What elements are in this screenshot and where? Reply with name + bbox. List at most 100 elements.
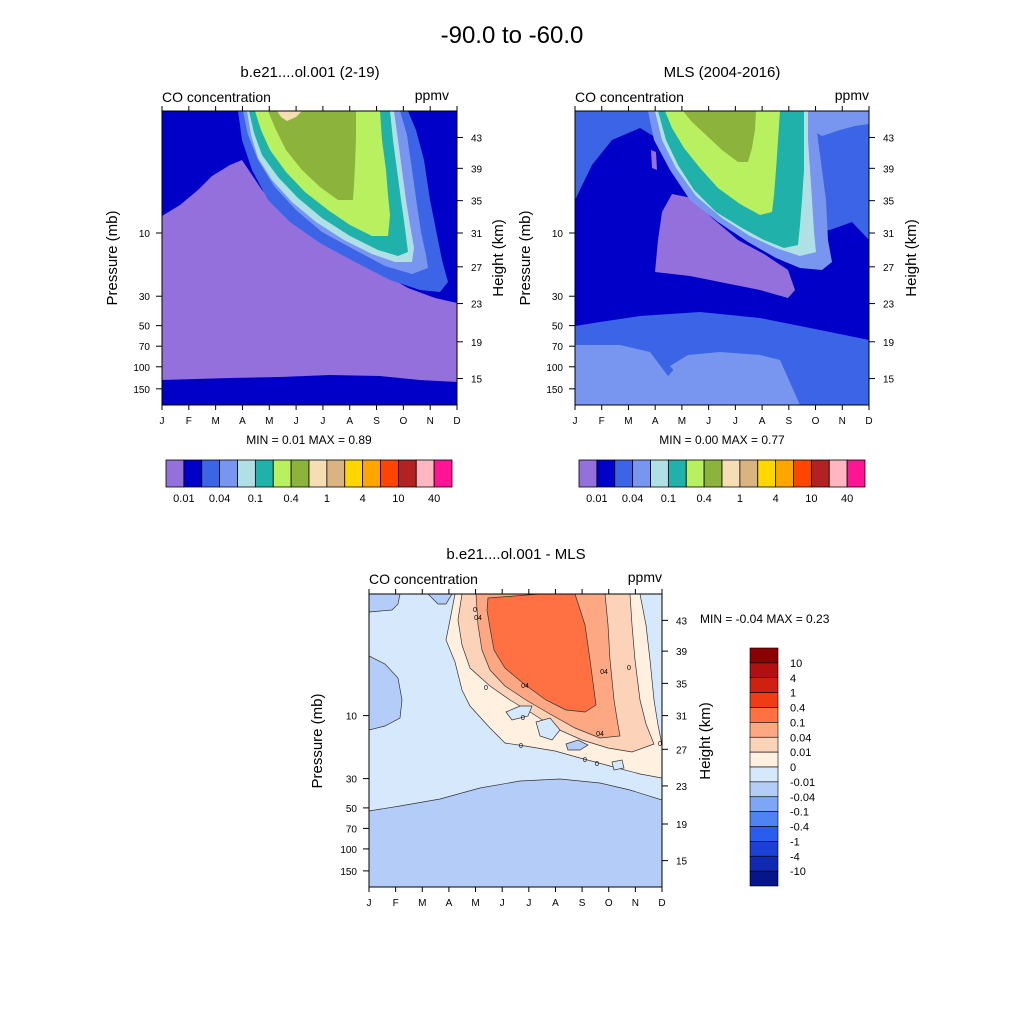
colorbar-swatch [685,459,705,488]
colorbar-label: 0.4 [696,493,711,505]
y2-tick-label: 27 [676,745,688,756]
y2-tick-label: 43 [676,616,688,627]
y2-tick-label: 43 [883,133,895,144]
panel-model-frame [161,110,458,406]
x-tick-label: S [579,898,586,909]
colorbar-swatch [775,459,794,488]
region-level-0.04-bottom [162,380,457,405]
contour-label: 04 [474,615,482,622]
x-tick-label: M [471,898,479,909]
colorbar-label: -0.04 [790,792,815,804]
colorbar-swatch [201,459,221,488]
panel-diff-contours [369,594,662,887]
y-tick-label: 150 [546,385,563,396]
x-tick-label: J [706,416,711,427]
x-tick-label: J [320,416,325,427]
y2-tick-label: 35 [676,679,688,690]
x-tick-label: N [839,416,846,427]
y2-tick-label: 35 [471,197,483,208]
colorbar-swatch [749,722,779,738]
colorbar-swatch [632,459,651,488]
y-tick-label: 100 [546,363,563,374]
contour-label: 04 [596,731,604,738]
y2-tick-label: 15 [676,857,688,868]
colorbar-swatch [749,662,779,679]
colorbar-label: 1 [790,688,796,700]
y2-tick-label: 15 [883,375,895,386]
colorbar-swatch [290,459,310,488]
y2-tick-label: 39 [676,647,688,658]
contour-label: 0 [521,715,525,722]
x-tick-label: J [160,416,165,427]
colorbar-swatch [846,459,866,488]
contour-label: 0 [519,743,523,750]
colorbar-swatch [703,459,723,488]
colorbar-swatch [749,781,779,798]
colorbar-swatch [749,766,779,783]
colorbar-swatch [749,870,779,887]
region-level-neg0.04-left [369,655,403,731]
y2-tick-label: 19 [883,338,895,349]
y2-tick-label: 39 [883,164,895,175]
region-level-0.1 [486,594,597,713]
x-tick-label: N [632,898,639,909]
colorbar-label: -10 [790,866,806,878]
colorbar-swatch [749,677,779,693]
y2-tick-label: 31 [676,712,688,723]
y2-tick-label: 35 [883,197,895,208]
panel-model-contours [162,111,457,405]
x-tick-label: A [759,416,766,427]
panel-obs-ylabel: Pressure (mb) [517,210,534,305]
panel-obs-left-label: CO concentration [575,89,684,105]
panel-obs-contours [575,111,869,405]
contour-label: 0 [658,741,662,748]
y2-tick-label: 39 [471,164,483,175]
colorbar-swatch [828,459,848,488]
figure-title: -90.0 to -60.0 [441,22,584,49]
panel-model-ylabel: Pressure (mb) [104,210,121,305]
y-tick-label: 10 [346,712,358,723]
x-tick-label: D [453,416,460,427]
panel-obs-axes: J F M A M J J A S O N D 10 30 50 70 100 150 43 39 35 31 27 23 19… [546,106,895,427]
colorbar-label: 40 [841,493,853,505]
x-tick-label: F [186,416,192,427]
x-tick-label: J [500,898,505,909]
panel-model-title: b.e21....ol.001 (2-19) [240,64,379,81]
y2-tick-label: 43 [471,133,483,144]
x-tick-label: J [573,416,578,427]
colorbar-swatch [749,707,779,723]
x-tick-label: F [599,416,605,427]
colorbar-swatch [667,459,687,488]
y-tick-label: 150 [133,385,150,396]
colorbar-swatch [415,459,435,488]
colorbar-label: 0.4 [790,703,805,715]
contour-label: 0 [473,607,477,614]
y2-tick-label: 27 [471,263,483,274]
colorbar-label: 10 [790,658,802,670]
region-level-0.4-right [808,111,869,136]
colorbar-swatch [614,459,634,488]
y-tick-label: 100 [340,845,357,856]
panel-diff-ylabel: Pressure (mb) [309,693,326,788]
colorbar-swatch [749,841,779,857]
colorbar-swatch [272,459,292,488]
region-level-neg0.04-top [369,594,401,613]
colorbar-label: -0.01 [790,777,815,789]
x-tick-label: M [265,416,273,427]
x-tick-label: M [678,416,686,427]
contour-label: 04 [600,669,608,676]
colorbar-swatch [380,459,399,488]
colorbar-swatch [596,459,616,488]
y2-tick-label: 31 [471,229,483,240]
colorbar-label: 0.04 [209,493,230,505]
colorbar-swatch [254,459,274,488]
colorbar-swatch [344,459,364,488]
panel-model-axes: J F M A M J J A S O N D 10 30 50 70 100 150 43 39 35 31 27 23 19… [133,106,483,427]
colorbar-label: -0.4 [790,822,809,834]
colorbar-swatch [578,459,598,488]
colorbar-swatch [183,459,203,488]
y-tick-label: 50 [552,322,564,333]
panel-diff-title: b.e21....ol.001 - MLS [446,546,585,563]
